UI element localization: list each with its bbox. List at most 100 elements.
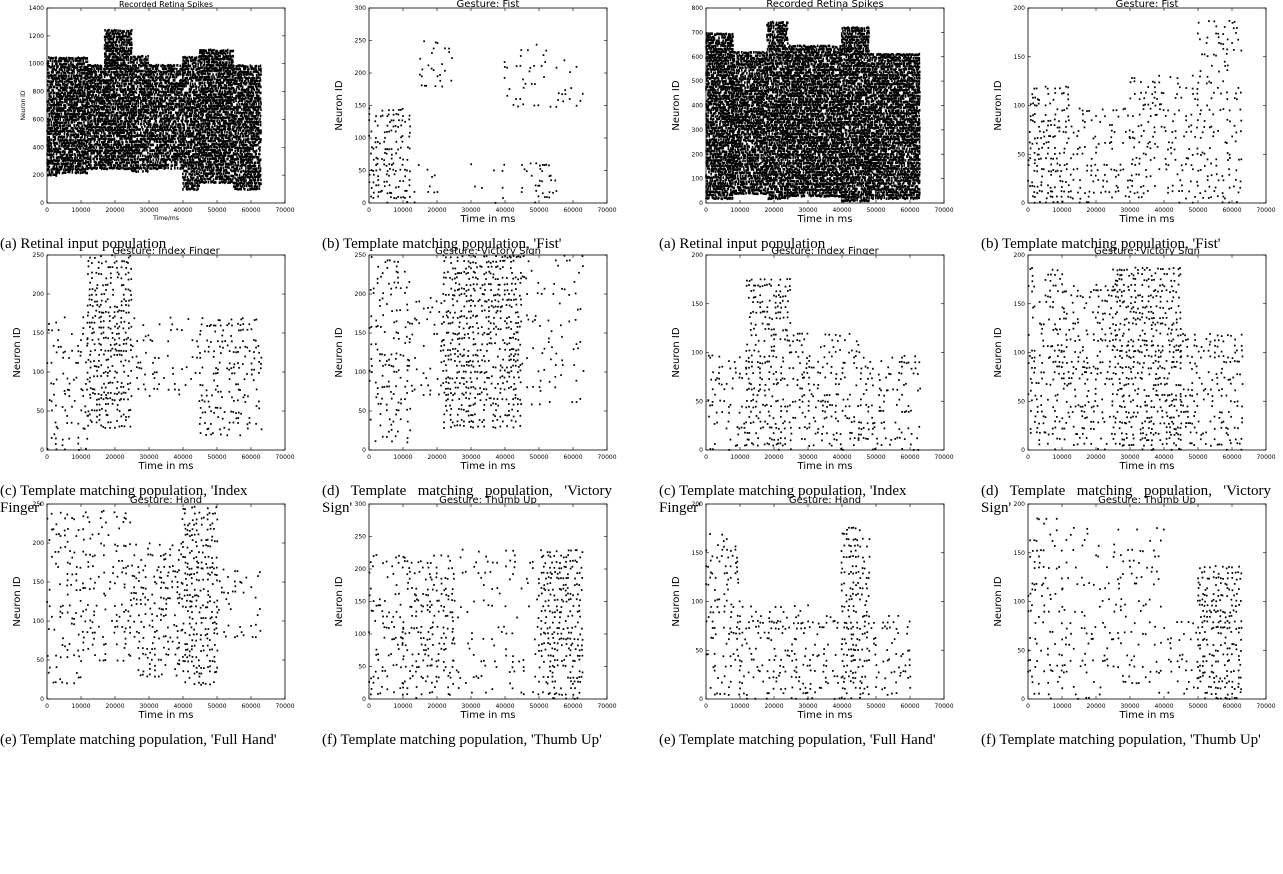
spike-dot bbox=[127, 136, 130, 140]
spike-dot bbox=[189, 134, 192, 138]
spike-dot bbox=[153, 73, 155, 77]
spike-dot bbox=[187, 144, 190, 147]
spike-dot bbox=[88, 93, 90, 97]
spike-dot bbox=[146, 79, 148, 82]
spike-dot bbox=[120, 62, 122, 65]
spike-dot bbox=[211, 99, 214, 102]
spike-dot bbox=[171, 82, 174, 86]
spike-dot bbox=[142, 138, 145, 141]
spike-dot bbox=[160, 128, 162, 131]
spike-dot bbox=[204, 99, 207, 102]
spike-dot bbox=[208, 168, 211, 172]
spike-dot bbox=[194, 74, 197, 77]
spike-dot bbox=[100, 135, 103, 138]
spike-dot bbox=[62, 74, 65, 77]
spike-dot bbox=[130, 52, 133, 55]
spike-dot bbox=[212, 96, 214, 100]
spike-dot bbox=[99, 143, 102, 147]
spike-dot bbox=[186, 91, 189, 95]
spike-dot bbox=[160, 64, 163, 68]
spike-dot bbox=[95, 67, 98, 71]
spike-dot bbox=[50, 56, 53, 60]
spike-dot bbox=[125, 93, 127, 96]
spike-dot bbox=[131, 149, 133, 152]
spike-dot bbox=[194, 173, 196, 177]
spike-dot bbox=[148, 69, 150, 73]
spike-dot bbox=[74, 161, 76, 165]
spike-dot bbox=[130, 56, 133, 59]
spike-dot bbox=[179, 67, 182, 71]
spike-dot bbox=[164, 166, 166, 170]
spike-dot bbox=[197, 103, 199, 107]
spike-dot bbox=[62, 124, 65, 128]
spike-dot bbox=[201, 134, 203, 138]
spike-dot bbox=[60, 97, 62, 100]
spike-dot bbox=[157, 91, 160, 94]
spike-dot bbox=[59, 68, 61, 71]
spike-dot bbox=[207, 78, 210, 81]
spike-dot bbox=[99, 111, 102, 115]
spike-dot bbox=[116, 99, 119, 103]
spike-dot bbox=[134, 111, 136, 114]
spike-dot bbox=[72, 59, 75, 63]
spike-dot bbox=[200, 61, 202, 65]
spike-dot bbox=[103, 104, 106, 108]
spike-dot bbox=[98, 119, 101, 123]
spike-dot bbox=[72, 141, 75, 145]
spike-dot bbox=[146, 64, 148, 68]
spike-dot bbox=[202, 69, 204, 73]
spike-dot bbox=[63, 68, 66, 71]
spike-dot bbox=[50, 142, 53, 145]
spike-dot bbox=[113, 71, 116, 74]
spike-dot bbox=[107, 145, 109, 149]
spike-dot bbox=[98, 114, 101, 117]
spike-dot bbox=[124, 50, 126, 54]
spike-dot bbox=[113, 140, 116, 143]
spike-dot bbox=[116, 70, 118, 73]
spike-dot bbox=[81, 127, 84, 131]
spike-dot bbox=[200, 155, 202, 158]
spike-dot bbox=[195, 90, 197, 94]
spike-dot bbox=[174, 87, 177, 90]
spike-dot bbox=[178, 122, 180, 126]
spike-dot bbox=[165, 137, 167, 140]
spike-dot bbox=[179, 160, 181, 164]
spike-dot bbox=[161, 102, 163, 106]
spike-dot bbox=[137, 117, 140, 120]
spike-dot bbox=[182, 97, 185, 101]
spike-dot bbox=[194, 58, 196, 62]
spike-dot bbox=[153, 82, 156, 85]
spike-dot bbox=[146, 84, 148, 88]
spike-dot bbox=[128, 38, 130, 42]
spike-dot bbox=[100, 79, 103, 83]
spike-dot bbox=[189, 182, 192, 186]
spike-dot bbox=[126, 154, 129, 158]
spike-dot bbox=[107, 40, 110, 44]
spike-dot bbox=[133, 59, 135, 62]
spike-dot bbox=[114, 31, 117, 35]
spike-dot bbox=[201, 153, 203, 157]
spike-dot bbox=[209, 177, 212, 181]
spike-dot bbox=[86, 105, 89, 109]
spike-dot bbox=[161, 104, 164, 108]
spike-dot bbox=[59, 115, 62, 119]
spike-dot bbox=[210, 172, 212, 175]
spike-dot bbox=[183, 128, 186, 132]
spike-dot bbox=[68, 71, 71, 75]
spike-dot bbox=[204, 96, 207, 100]
spike-dot bbox=[95, 163, 98, 167]
spike-dot bbox=[142, 114, 144, 118]
spike-dot bbox=[149, 157, 152, 161]
spike-dot bbox=[79, 94, 82, 97]
spike-dot bbox=[105, 58, 107, 61]
spike-dot bbox=[123, 30, 125, 33]
spike-dot bbox=[89, 146, 91, 149]
spike-dot bbox=[84, 144, 86, 148]
spike-dot bbox=[113, 59, 116, 62]
spike-dot bbox=[103, 61, 106, 64]
spike-dot bbox=[208, 89, 211, 93]
spike-dot bbox=[140, 151, 143, 155]
spike-dot bbox=[134, 119, 136, 123]
spike-dot bbox=[192, 164, 195, 168]
spike-dot bbox=[108, 113, 110, 117]
